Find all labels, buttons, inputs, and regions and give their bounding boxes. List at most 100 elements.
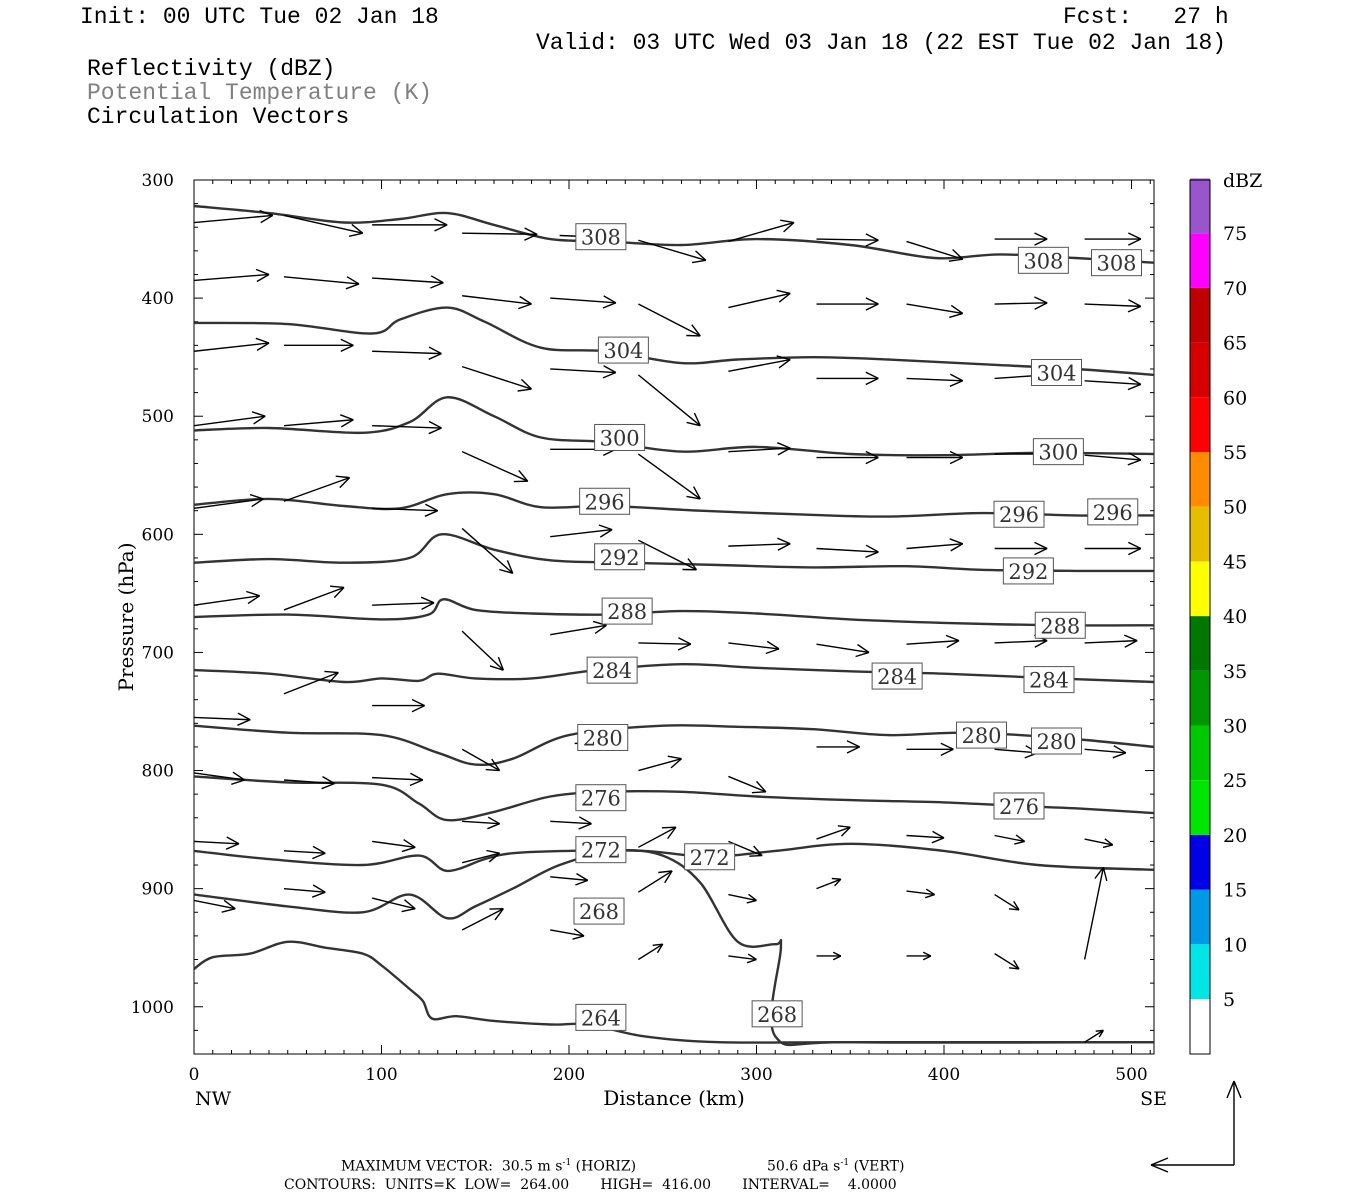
- contour-label-box: [1091, 249, 1142, 277]
- circulation-vector: [906, 830, 945, 844]
- circulation-vector: [728, 442, 791, 456]
- x-axis-label: Distance (km): [603, 1086, 745, 1110]
- contour-label: 284: [877, 665, 917, 689]
- circulation-vector: [550, 816, 592, 830]
- circulation-vector: [994, 541, 1048, 556]
- contour-label-box: [956, 721, 1007, 749]
- contour-label: 292: [1008, 560, 1048, 584]
- contour-label: 276: [999, 795, 1039, 819]
- circulation-vector: [283, 845, 326, 860]
- contour-label: 300: [600, 426, 640, 450]
- x-tick-label: 500: [1115, 1065, 1147, 1085]
- x-end-label-nw: NW: [195, 1088, 232, 1110]
- circulation-vector: [194, 411, 266, 427]
- colorbar-level-label: 40: [1223, 606, 1247, 628]
- circulation-vector: [1084, 745, 1127, 759]
- theta-contour-300: [194, 396, 1154, 457]
- theta-contours: [194, 204, 1154, 1047]
- contour-label-box: [579, 487, 631, 515]
- circulation-vector: [638, 826, 677, 848]
- dbz-colorbar: 5 10 15 20 25 30 35 40 45 50 55 60 65 70 75 dBZ: [1189, 170, 1262, 1055]
- circulation-vector: [994, 893, 1020, 911]
- circulation-vector: [372, 503, 439, 517]
- circulation-vector: [194, 337, 270, 352]
- colorbar-level-label: 45: [1223, 551, 1247, 573]
- contour-label: 276: [581, 787, 621, 811]
- circulation-vector: [371, 897, 416, 913]
- y-tick-label: 700: [142, 643, 174, 663]
- colorbar-level-label: 65: [1223, 333, 1247, 355]
- circulation-vector: [816, 233, 879, 247]
- y-tick-label: 900: [142, 880, 174, 900]
- contour-label-box: [751, 1000, 803, 1028]
- colorbar-swatch: [1190, 287, 1210, 343]
- colorbar-level-label: 70: [1223, 278, 1247, 300]
- circulation-vectors: [194, 209, 1142, 1043]
- circulation-vector: [461, 527, 514, 574]
- x-tick-label: 300: [740, 1065, 772, 1085]
- circulation-vector: [194, 899, 236, 913]
- contour-label-box: [1017, 246, 1069, 274]
- circulation-vector: [550, 928, 585, 940]
- contour-label-box: [1032, 438, 1084, 466]
- circulation-vector: [461, 908, 504, 931]
- y-tick-label: 1000: [131, 998, 174, 1018]
- circulation-vector: [194, 771, 246, 785]
- circulation-vector: [816, 825, 851, 840]
- circulation-vector: [372, 839, 416, 853]
- circulation-vector: [283, 670, 339, 695]
- max-vector-vert: 50.6 dPa s-1 (VERT): [767, 1158, 905, 1175]
- circulation-vector: [283, 585, 345, 611]
- circulation-vector: [194, 209, 274, 224]
- circulation-vector: [638, 755, 682, 772]
- circulation-vector: [906, 951, 932, 961]
- field-title-theta: Potential Temperature (K): [87, 80, 433, 106]
- contour-label: 284: [1029, 669, 1069, 693]
- circulation-vector: [1084, 634, 1138, 648]
- circulation-vector: [461, 748, 501, 772]
- circulation-vector: [728, 893, 757, 904]
- max-vector-horiz: MAXIMUM VECTOR: 30.5 m s-1 (HORIZ): [341, 1158, 637, 1175]
- contour-label-box: [575, 836, 627, 864]
- contour-label-box: [573, 897, 625, 925]
- circulation-vector: [994, 232, 1048, 246]
- colorbar-level-label: 50: [1223, 497, 1247, 519]
- circulation-vector: [462, 227, 538, 241]
- y-tick-label: 600: [142, 525, 174, 545]
- colorbar-title: dBZ: [1223, 170, 1262, 192]
- circulation-vector: [816, 297, 879, 311]
- contour-label: 304: [603, 339, 643, 363]
- contour-label: 288: [607, 600, 647, 624]
- colorbar-level-label: 10: [1223, 934, 1247, 956]
- colorbar-level-label: 20: [1223, 825, 1247, 847]
- theta-contour-272: [194, 842, 1154, 873]
- contour-label-box: [993, 792, 1045, 820]
- contour-label: 280: [1036, 730, 1076, 754]
- contour-label-box: [594, 543, 646, 571]
- contour-label: 296: [999, 503, 1039, 527]
- y-tick-label: 800: [142, 762, 174, 782]
- colorbar-swatch: [1190, 233, 1210, 288]
- contour-label-box: [993, 500, 1045, 528]
- circulation-vector: [461, 849, 501, 864]
- circulation-vector: [638, 239, 707, 264]
- contour-label: 308: [1096, 252, 1136, 276]
- circulation-vector: [372, 218, 448, 232]
- circulation-vector: [816, 371, 879, 386]
- colorbar-swatch: [1190, 725, 1210, 781]
- field-title-vectors: Circulation Vectors: [87, 104, 350, 130]
- contour-label: 272: [690, 846, 730, 870]
- circulation-vector: [816, 544, 879, 559]
- contour-label-box: [597, 336, 649, 364]
- circulation-vector: [906, 888, 936, 899]
- colorbar-swatch: [1190, 561, 1210, 617]
- circulation-vector: [1083, 866, 1108, 960]
- contour-label: 268: [579, 900, 619, 924]
- contour-label-box: [871, 662, 923, 690]
- circulation-vector: [994, 296, 1048, 310]
- circulation-vector: [816, 740, 860, 754]
- circulation-vector: [194, 493, 264, 510]
- circulation-vector: [194, 712, 251, 726]
- x-tick-label: 100: [365, 1065, 397, 1085]
- colorbar-swatch: [1190, 670, 1210, 726]
